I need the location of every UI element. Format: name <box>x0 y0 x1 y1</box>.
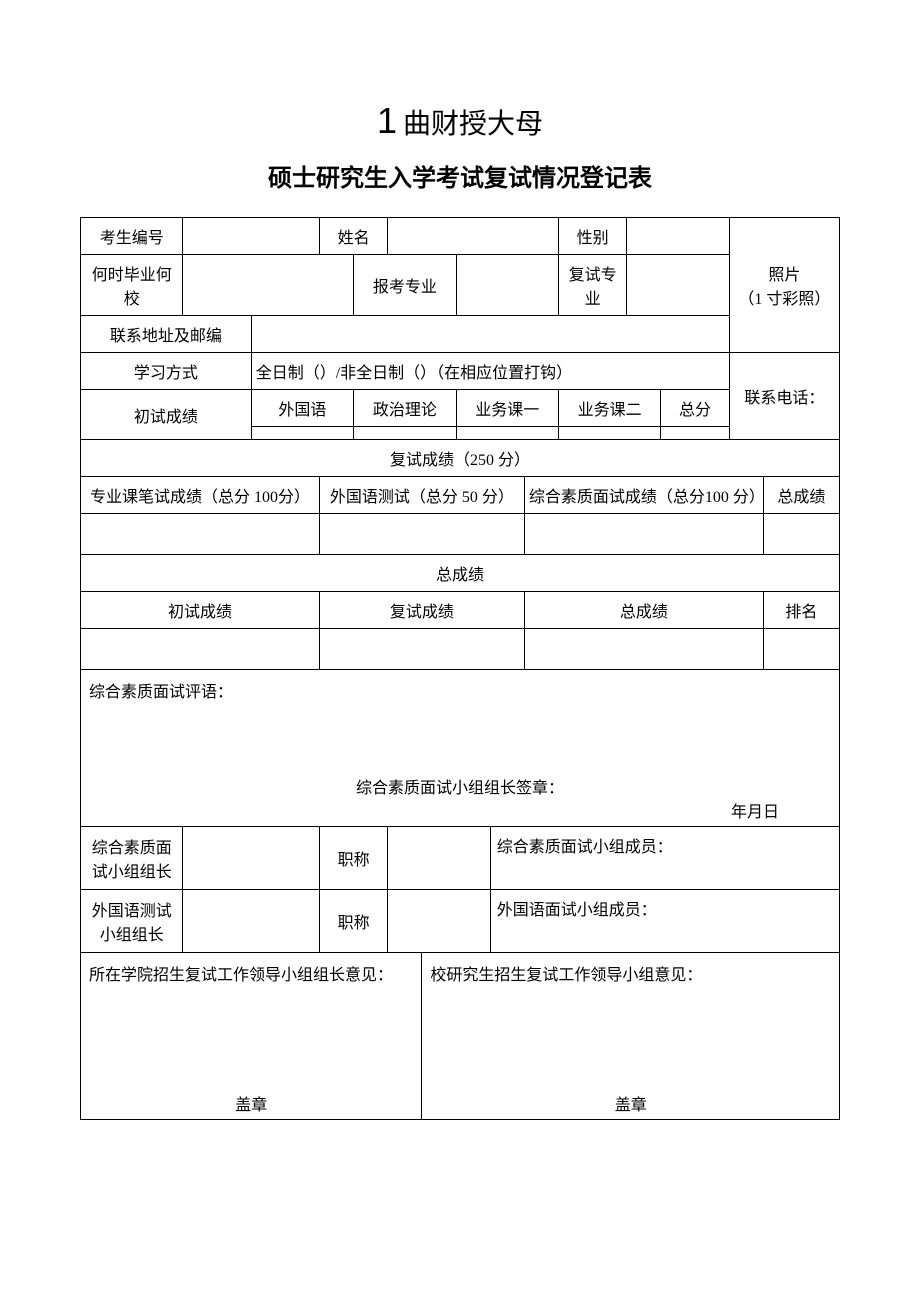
label-total-score-col: 总成绩 <box>763 477 839 514</box>
value-total-score-col <box>763 514 839 555</box>
value-sum-total <box>524 629 763 670</box>
label-name: 姓名 <box>319 218 387 255</box>
value-sum-prelim <box>81 629 320 670</box>
label-rank: 排名 <box>763 592 839 629</box>
value-name <box>388 218 559 255</box>
value-course2 <box>558 427 660 440</box>
label-sign: 综合素质面试小组组长签章： <box>81 774 839 798</box>
label-photo: 照片 <box>768 267 800 284</box>
label-study-mode: 学习方式 <box>81 353 252 390</box>
value-foreign-lang <box>251 427 353 440</box>
photo-cell: 照片 （1 寸彩照） <box>729 218 839 353</box>
label-foreign-lang: 外国语 <box>251 390 353 427</box>
value-fl-leader <box>183 890 320 953</box>
comment-block: 综合素质面试评语： 综合素质面试小组组长签章： 年月日 <box>81 670 840 827</box>
value-study-mode: 全日制（）/非全日制（）（在相应位置打钩） <box>251 353 729 390</box>
value-sub-total <box>661 427 729 440</box>
label-title-pos1: 职称 <box>319 827 387 890</box>
label-course1: 业务课一 <box>456 390 558 427</box>
label-politics: 政治理论 <box>354 390 456 427</box>
label-prelim: 初试成绩 <box>81 390 252 440</box>
label-sum-retest: 复试成绩 <box>319 592 524 629</box>
label-fl-members: 外国语面试小组成员： <box>490 890 839 953</box>
seal-text-left: 盖章 <box>81 1091 421 1115</box>
value-grad-when-where <box>183 255 354 316</box>
label-photo-note: （1 寸彩照） <box>738 291 830 308</box>
label-sum-prelim: 初试成绩 <box>81 592 320 629</box>
label-written-major: 专业课笔试成绩（总分 100分） <box>81 477 320 514</box>
label-group-leader: 综合素质面试小组组长 <box>81 827 183 890</box>
title-number: 1 <box>377 100 397 141</box>
label-school-opinion: 校研究生招生复试工作领导小组意见： <box>430 967 702 984</box>
label-group-members: 综合素质面试小组成员： <box>490 827 839 890</box>
label-course2: 业务课二 <box>558 390 660 427</box>
label-sub-total: 总分 <box>661 390 729 427</box>
value-rank <box>763 629 839 670</box>
label-retest-header: 复试成绩（250 分） <box>81 440 840 477</box>
label-interview-score: 综合素质面试成绩（总分100 分） <box>524 477 763 514</box>
label-total-header: 总成绩 <box>81 555 840 592</box>
value-group-leader-title <box>388 827 490 890</box>
label-gender: 性别 <box>558 218 626 255</box>
value-sum-retest <box>319 629 524 670</box>
value-retest-major <box>627 255 729 316</box>
value-group-leader <box>183 827 320 890</box>
value-written-major <box>81 514 320 555</box>
value-student-id <box>183 218 320 255</box>
value-interview-score <box>524 514 763 555</box>
value-gender <box>627 218 729 255</box>
label-sum-total: 总成绩 <box>524 592 763 629</box>
label-retest-major: 复试专业 <box>558 255 626 316</box>
label-address: 联系地址及邮编 <box>81 316 252 353</box>
value-address <box>251 316 729 353</box>
value-apply-major <box>456 255 558 316</box>
label-title-pos2: 职称 <box>319 890 387 953</box>
label-grad-when-where: 何时毕业何校 <box>81 255 183 316</box>
page-title-line2: 硕士研究生入学考试复试情况登记表 <box>80 158 840 193</box>
value-politics <box>354 427 456 440</box>
label-fl-leader: 外国语测试小组组长 <box>81 890 183 953</box>
page-title-line1: 1曲财授大母 <box>80 100 840 142</box>
registration-form-table: 考生编号 姓名 性别 照片 （1 寸彩照） 何时毕业何校 报考专业 复试专业 联… <box>80 217 840 1120</box>
seal-text-right: 盖章 <box>422 1091 839 1115</box>
label-contact: 联系电话： <box>729 353 839 440</box>
value-course1 <box>456 427 558 440</box>
value-foreign-test <box>319 514 524 555</box>
label-apply-major: 报考专业 <box>354 255 456 316</box>
label-foreign-test: 外国语测试（总分 50 分） <box>319 477 524 514</box>
label-date: 年月日 <box>731 798 779 822</box>
label-comment: 综合素质面试评语： <box>89 684 233 701</box>
title-text: 曲财授大母 <box>403 109 543 140</box>
label-student-id: 考生编号 <box>81 218 183 255</box>
value-fl-leader-title <box>388 890 490 953</box>
college-opinion-block: 所在学院招生复试工作领导小组组长意见： 盖章 <box>81 953 422 1120</box>
school-opinion-block: 校研究生招生复试工作领导小组意见： 盖章 <box>422 953 840 1120</box>
label-college-opinion: 所在学院招生复试工作领导小组组长意见： <box>89 967 393 984</box>
